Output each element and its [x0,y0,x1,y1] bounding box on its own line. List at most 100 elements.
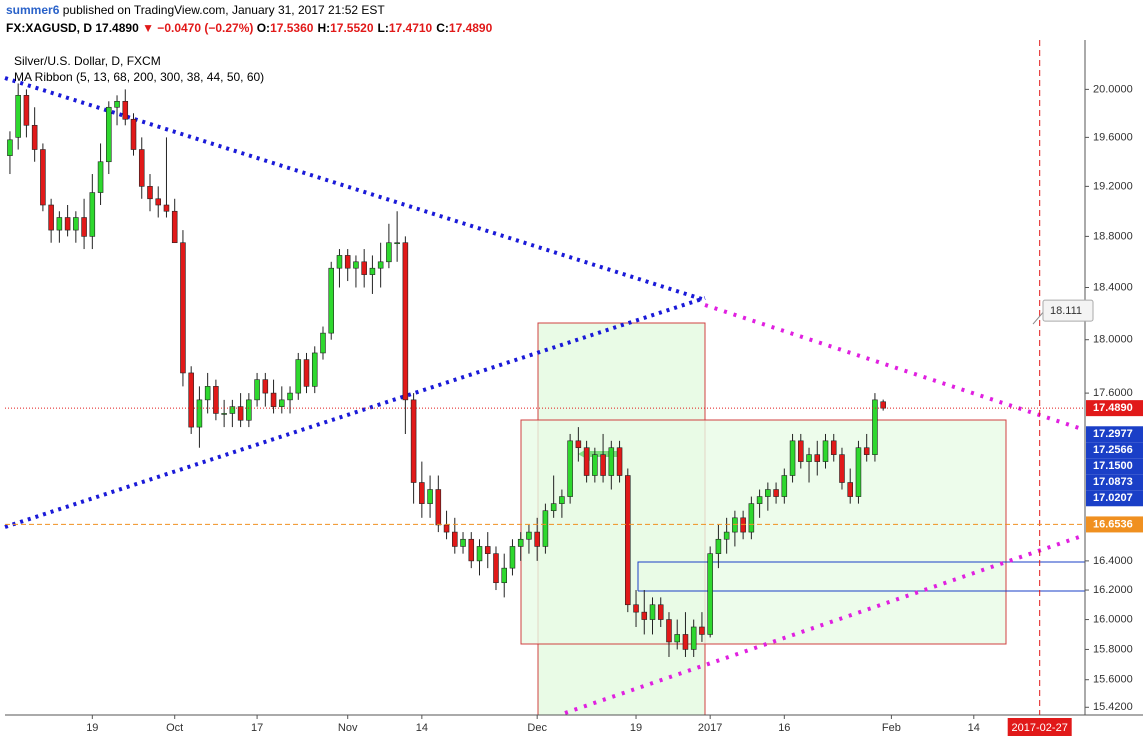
indicator-label: MA Ribbon (5, 13, 68, 200, 300, 38, 44, … [14,70,264,84]
date-marker-box [1007,718,1072,736]
price-label-box [1086,426,1143,443]
candle-body [130,118,137,150]
candle-body [789,440,796,476]
candle-body [114,100,120,108]
candle-body [262,379,269,394]
candle-body [180,242,186,374]
y-tick-label: 15.8000 [1093,643,1133,655]
y-tick-label: 19.2000 [1093,180,1133,192]
candle-body [575,440,582,449]
candle-body [641,611,648,620]
candle-body [303,359,310,387]
candle-body [468,538,475,562]
candle-body [781,475,788,497]
candle-body [213,386,219,414]
candle-body [616,447,623,476]
trend-line [704,303,1086,432]
chart: Silver/U.S. Dollar, D, FXCM MA Ribbon (5… [0,40,1143,740]
candle-body [138,149,145,187]
candle-body [106,106,112,163]
trend-line [4,296,706,529]
header-line: summer6 published on TradingView.com, Ja… [6,3,385,17]
candle-body [361,261,367,275]
candle-body [484,546,491,554]
y-tick-label: 16.4000 [1093,555,1133,567]
candle-body [410,399,417,483]
candle-body [394,242,400,245]
candle-body [435,489,442,526]
candle-body [690,626,697,650]
candle-body [592,454,598,476]
candle-body [493,553,499,584]
price-label: 17.1500 [1093,460,1133,472]
candle-body [567,440,573,497]
ohlc-value: 17.4890 [448,21,493,35]
candle-body [526,531,532,540]
chart-title: Silver/U.S. Dollar, D, FXCM [14,54,161,68]
date-marker-label: 2017-02-27 [1012,722,1068,734]
candle-body [56,217,63,231]
y-tick-label: 18.0000 [1093,334,1133,346]
ohlc-key: H: [317,21,331,35]
candle-body [476,546,483,562]
x-tick-label: 19 [86,722,98,734]
candle-body [40,149,46,206]
candle-body [122,100,129,120]
candle-body [542,510,549,547]
author[interactable]: summer6 [6,3,60,17]
x-tick-label: Feb [882,722,901,734]
candle-body [369,267,376,275]
candle-body [97,161,104,193]
ohlc: O:17.5360 H:17.5520 L:17.4710 C:17.4890 [257,21,497,35]
candle-body [765,489,771,497]
candle-body [386,242,392,263]
trend-line [564,533,1086,715]
candle-body [666,619,672,643]
candle-body [600,454,606,476]
candle-body [847,482,853,497]
published: published on TradingView.com, January 31… [62,3,385,17]
candle-body [732,517,738,533]
candle-body [221,413,227,415]
candle-body [254,379,260,401]
candle-body [31,124,38,150]
y-tick-label: 15.4200 [1093,701,1133,713]
price-label-box [1086,490,1143,507]
price-label: 17.4890 [1093,402,1133,414]
candle-body [583,447,590,476]
symbol-line: FX:XAGUSD, D 17.4890 ▼ −0.0470 (−0.27%) … [6,21,496,35]
candle-body [419,482,425,504]
price-label-box [1086,442,1143,459]
candle-body [188,372,194,428]
candle-body [806,454,812,462]
candle-body [723,531,730,540]
candle-body [501,567,507,584]
x-tick-label: Nov [338,722,358,734]
price-label: 17.0207 [1093,492,1133,504]
candle-body [64,217,71,231]
y-tick-label: 15.6000 [1093,674,1133,686]
candle-body [715,538,722,554]
candle-body [147,186,153,200]
candle-body [633,604,639,613]
price-label-box [1086,400,1143,417]
candle-body [320,332,326,354]
symbol: FX:XAGUSD, D [6,21,93,35]
candle-body [295,359,302,394]
ohlc-value: 17.4710 [388,21,433,35]
candle-body [625,475,631,606]
candle-body [839,454,845,483]
trend-line [4,76,706,302]
y-tick-label: 19.6000 [1093,131,1133,143]
candle-body [427,489,433,504]
candle-body [534,531,540,547]
candle-body [608,447,615,476]
x-tick-label: Oct [166,722,183,734]
candle-body [756,496,763,504]
callout-box [1042,299,1094,322]
candle-body [204,386,211,401]
x-tick-label: Dec [527,722,547,734]
x-tick-label: 17 [251,722,263,734]
candle-body [830,440,837,455]
candle-body [559,496,565,504]
